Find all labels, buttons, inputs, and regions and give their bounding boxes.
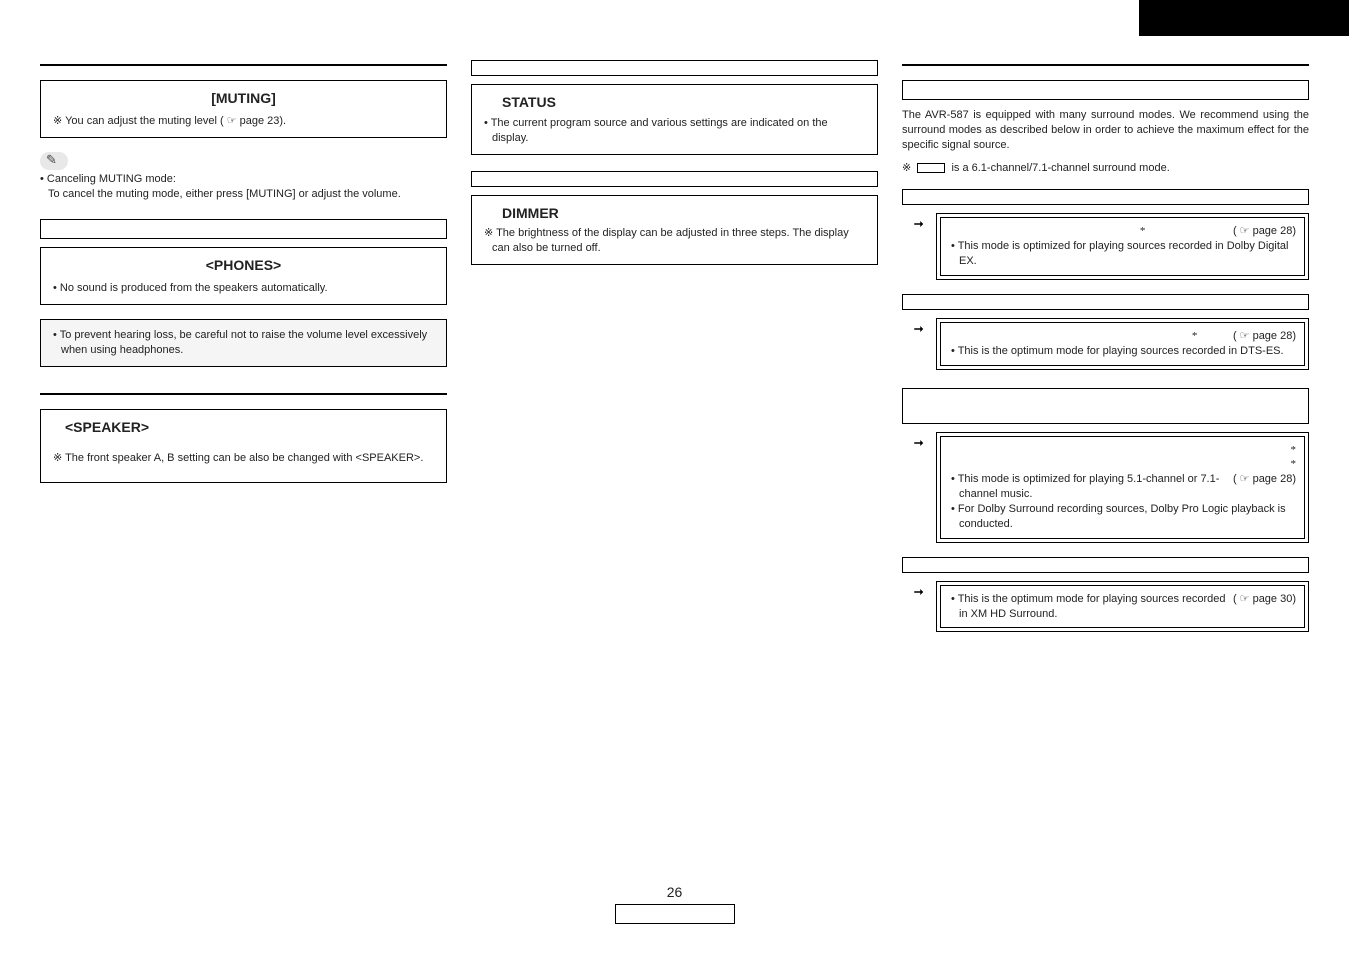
mode-header-blank <box>902 189 1309 205</box>
mode-inner: ( ☞ page 28) * • This mode is optimized … <box>936 213 1309 280</box>
mode-box-xmhd: ( ☞ page 30) • This is the optimum mode … <box>912 581 1309 633</box>
phones-box: <PHONES> • No sound is produced from the… <box>40 247 447 305</box>
cancel-muting-heading: • Canceling MUTING mode: <box>40 172 447 187</box>
column-left: [MUTING] ※ You can adjust the muting lev… <box>40 60 447 632</box>
mode-header-blank-tall <box>902 388 1309 424</box>
section-divider <box>471 171 878 187</box>
phones-warning-text: • To prevent hearing loss, be careful no… <box>53 328 436 358</box>
mode-text-2: • For Dolby Surround recording sources, … <box>951 502 1296 532</box>
mode-text: • This is the optimum mode for playing s… <box>951 344 1296 359</box>
mode-header-blank <box>902 557 1309 573</box>
mode-inner: ( ☞ page 30) • This is the optimum mode … <box>936 581 1309 633</box>
cancel-muting-body: To cancel the muting mode, either press … <box>48 187 447 202</box>
page-number-block: 26 <box>615 883 735 924</box>
muting-title: [MUTING] <box>51 89 436 108</box>
status-line: • The current program source and various… <box>484 116 867 146</box>
section-divider <box>40 219 447 239</box>
header-black-tab <box>1139 0 1349 36</box>
column-right: The AVR-587 is equipped with many surrou… <box>902 60 1309 632</box>
page-number: 26 <box>667 884 683 900</box>
status-box: STATUS • The current program source and … <box>471 84 878 155</box>
star-mark: * <box>1192 330 1198 342</box>
muting-box: [MUTING] ※ You can adjust the muting lev… <box>40 80 447 138</box>
phones-line: • No sound is produced from the speakers… <box>53 281 436 296</box>
mode-rect-icon <box>917 163 945 173</box>
surround-intro: The AVR-587 is equipped with many surrou… <box>902 108 1309 153</box>
section-divider <box>471 60 878 76</box>
mode-box-prologic: * * ( ☞ page 28) • This mode is optimize… <box>912 432 1309 543</box>
dimmer-line: ※ The brightness of the display can be a… <box>484 226 867 256</box>
star-mark: * <box>1140 225 1146 237</box>
mode-header-blank <box>902 294 1309 310</box>
columns: [MUTING] ※ You can adjust the muting lev… <box>40 60 1309 632</box>
column-middle: STATUS • The current program source and … <box>471 60 878 632</box>
pointer-hand-icon <box>912 434 930 543</box>
status-title: STATUS <box>502 93 867 112</box>
page-ref: ( ☞ page 28) <box>1233 472 1296 487</box>
rule <box>40 393 447 395</box>
mode-box-dolby-ex: ( ☞ page 28) * • This mode is optimized … <box>912 213 1309 280</box>
dimmer-title: DIMMER <box>502 204 867 223</box>
mode-inner: ( ☞ page 28) * • This is the optimum mod… <box>936 318 1309 370</box>
note-icon-row <box>40 152 447 170</box>
rule <box>40 64 447 66</box>
pointer-hand-icon <box>912 215 930 280</box>
dimmer-box: DIMMER ※ The brightness of the display c… <box>471 195 878 266</box>
section-header-blank <box>902 80 1309 100</box>
page-ref: ( ☞ page 28) <box>1233 329 1296 344</box>
pointer-hand-icon <box>912 320 930 370</box>
page-ref: ( ☞ page 28) <box>1233 224 1296 239</box>
note-6-1-channel: ※ is a 6.1-channel/7.1-channel surround … <box>902 161 1309 176</box>
phones-warning-box: • To prevent hearing loss, be careful no… <box>40 319 447 367</box>
mode-inner: * * ( ☞ page 28) • This mode is optimize… <box>936 432 1309 543</box>
star-mark: * <box>1291 458 1297 470</box>
rule <box>902 64 1309 66</box>
phones-title: <PHONES> <box>51 256 436 275</box>
speaker-title: <SPEAKER> <box>65 418 436 437</box>
page-number-box <box>615 904 735 924</box>
mode-text: • This mode is optimized for playing sou… <box>951 239 1296 269</box>
muting-adjust-text: ※ You can adjust the muting level ( ☞ pa… <box>53 114 436 129</box>
page: [MUTING] ※ You can adjust the muting lev… <box>0 0 1349 954</box>
speaker-note: ※ The front speaker A, B setting can be … <box>53 451 436 466</box>
page-ref: ( ☞ page 30) <box>1233 592 1296 607</box>
pencil-note-icon <box>40 152 68 170</box>
star-mark: * <box>1291 444 1297 456</box>
mode-box-dts-es: ( ☞ page 28) * • This is the optimum mod… <box>912 318 1309 370</box>
speaker-box: <SPEAKER> ※ The front speaker A, B setti… <box>40 409 447 483</box>
pointer-hand-icon <box>912 583 930 633</box>
